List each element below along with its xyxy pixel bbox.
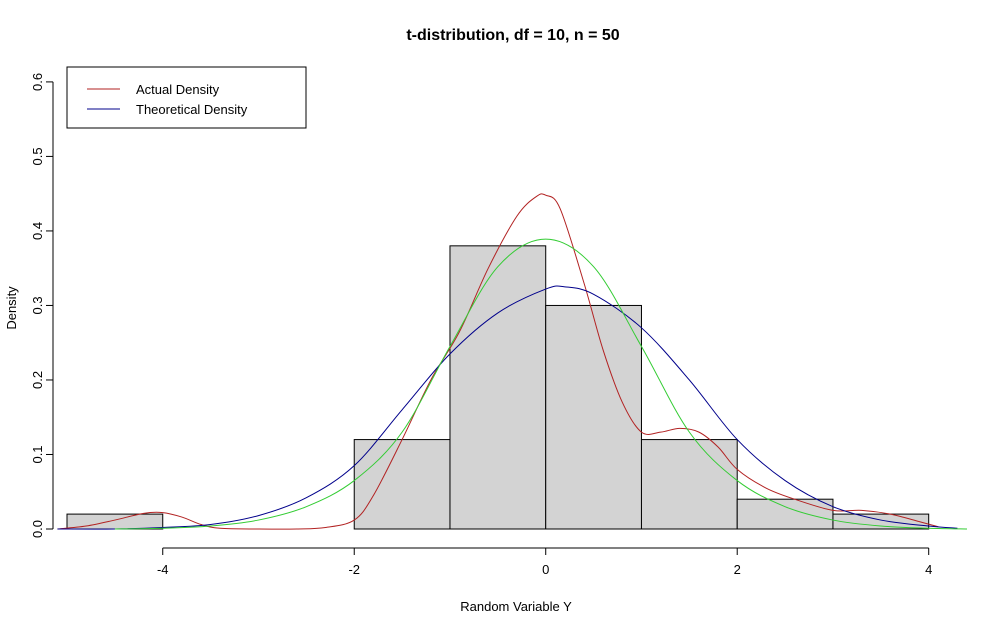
histogram-bars [66,245,930,530]
histogram-bar [832,513,930,530]
legend-label: Theoretical Density [136,102,248,117]
legend-box [66,66,307,129]
y-axis: 0.0 0.1 0.2 0.3 0.4 0.5 0.6 [30,73,54,538]
histogram-bar [353,439,451,530]
y-tick-label: 0.1 [30,445,45,463]
x-tick-label: -2 [348,562,360,577]
x-axis-label: Random Variable Y [460,599,572,614]
histogram-bar [449,245,547,530]
y-tick-label: 0.4 [30,222,45,240]
normal-density-curve [114,238,968,530]
y-tick-label: 0.2 [30,371,45,389]
y-axis-label: Density [4,286,19,330]
histogram-bar [736,498,834,530]
y-tick-label: 0.5 [30,147,45,165]
x-tick-label: 4 [925,562,932,577]
legend-label: Actual Density [136,82,220,97]
theoretical-density-curve [57,285,958,530]
chart-title: t-distribution, df = 10, n = 50 [406,27,619,44]
actual-density-curve [57,193,939,530]
x-tick-label: -4 [157,562,169,577]
y-tick-label: 0.3 [30,296,45,314]
legend: Actual Density Theoretical Density [66,66,307,129]
x-tick-label: 0 [542,562,549,577]
x-axis: -4 -2 0 2 4 [157,547,932,577]
y-tick-label: 0.6 [30,73,45,91]
y-tick-label: 0.0 [30,520,45,538]
histogram-bar [545,304,642,530]
histogram-bar [640,439,738,530]
density-curves [57,193,968,530]
x-tick-label: 2 [734,562,741,577]
